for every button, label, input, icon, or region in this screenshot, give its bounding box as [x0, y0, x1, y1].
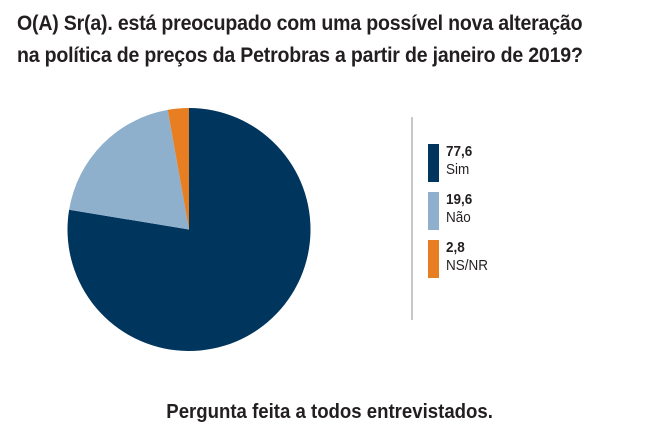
pie-slice-nsnr	[167, 108, 189, 230]
title-line-2: na política de preços da Petrobras a par…	[17, 44, 583, 67]
chart-title: O(A) Sr(a). está preocupado com uma poss…	[17, 8, 612, 72]
title-line-1: O(A) Sr(a). está preocupado com uma poss…	[17, 12, 583, 35]
legend-label-nao: Não	[446, 209, 471, 226]
legend-label-sim: Sim	[446, 161, 470, 178]
legend-value-nsnr: 2,8	[446, 239, 465, 256]
legend-swatch-nao	[428, 192, 439, 230]
footer-text: Pergunta feita a todos entrevistados.	[166, 401, 494, 423]
legend-label-nsnr: NS/NR	[446, 257, 489, 274]
footer-note: Pergunta feita a todos entrevistados.	[0, 398, 660, 426]
legend-value-sim: 77,6	[446, 143, 473, 160]
legend-swatch-sim	[428, 144, 439, 182]
pie-slice-nao	[69, 109, 189, 230]
legend-divider	[411, 117, 413, 320]
legend-swatch-nsnr	[428, 240, 439, 278]
legend-value-nao: 19,6	[446, 191, 473, 208]
